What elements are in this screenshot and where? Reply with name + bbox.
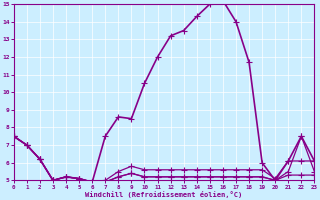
X-axis label: Windchill (Refroidissement éolien,°C): Windchill (Refroidissement éolien,°C) <box>85 191 243 198</box>
